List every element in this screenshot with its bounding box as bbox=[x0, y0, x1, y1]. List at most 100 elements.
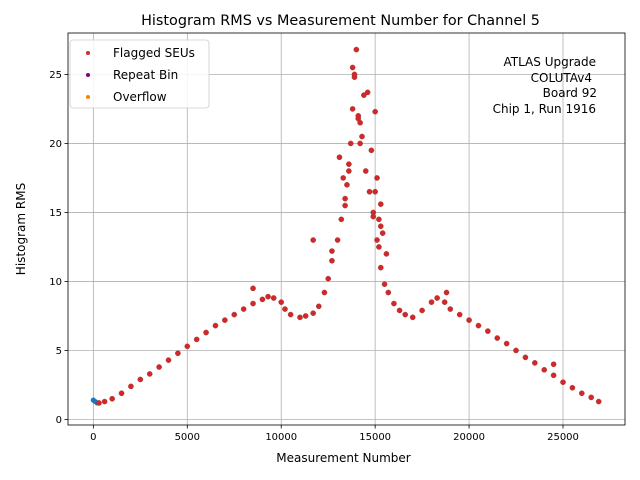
data-point-flagged-seus bbox=[346, 161, 352, 167]
data-point-flagged-seus bbox=[379, 230, 386, 236]
data-point-flagged-seus bbox=[485, 328, 491, 334]
data-point-flagged-seus bbox=[370, 213, 377, 220]
axes-frame bbox=[67, 32, 626, 426]
data-point-flagged-seus bbox=[475, 322, 482, 329]
data-point-flagged-seus bbox=[522, 354, 529, 361]
y-tick-label: 5 bbox=[56, 346, 62, 357]
data-point-flagged-seus bbox=[344, 182, 350, 188]
data-point-flagged-seus bbox=[109, 395, 115, 402]
x-tick-label: 20000 bbox=[453, 432, 485, 443]
data-point-flagged-seus bbox=[351, 74, 358, 80]
y-axis-label: Histogram RMS bbox=[14, 183, 28, 275]
data-point-flagged-seus bbox=[550, 372, 557, 379]
annotation-line: Board 92 bbox=[543, 86, 597, 100]
legend-marker-overflow bbox=[86, 95, 90, 99]
data-point-flagged-seus bbox=[362, 168, 369, 174]
legend: Flagged SEUs Repeat Bin Overflow bbox=[69, 39, 210, 109]
data-point-flagged-seus bbox=[385, 289, 392, 296]
grid-lines bbox=[68, 33, 625, 425]
data-point-flagged-seus bbox=[329, 257, 335, 264]
data-point-flagged-seus bbox=[588, 394, 594, 401]
data-point-flagged-seus bbox=[278, 299, 285, 305]
data-point-flagged-seus bbox=[336, 154, 343, 161]
data-point-flagged-seus bbox=[349, 106, 356, 112]
plot-area bbox=[67, 32, 626, 426]
data-point-flagged-seus bbox=[372, 108, 378, 115]
data-point-flagged-seus bbox=[96, 400, 102, 406]
data-point-flagged-seus bbox=[377, 264, 384, 271]
data-point-flagged-seus bbox=[443, 289, 450, 296]
data-point-flagged-seus bbox=[334, 237, 341, 243]
data-point-flagged-seus bbox=[396, 307, 403, 314]
data-point-flagged-seus bbox=[447, 306, 454, 312]
data-point-flagged-seus bbox=[595, 398, 602, 405]
data-point-flagged-seus bbox=[456, 311, 463, 318]
data-point-flagged-seus bbox=[231, 311, 238, 318]
data-point-flagged-seus bbox=[146, 371, 153, 377]
data-point-flagged-seus bbox=[364, 89, 371, 96]
data-point-flagged-seus bbox=[353, 46, 360, 53]
annotation-block: ATLAS Upgrade COLUTAv4 Board 92 Chip 1, … bbox=[493, 55, 597, 116]
data-point-flagged-seus bbox=[250, 285, 256, 292]
data-point-flagged-seus bbox=[441, 299, 448, 305]
data-point-flagged-seus bbox=[315, 303, 322, 310]
data-point-flagged-seus bbox=[349, 64, 356, 71]
legend-label-repeat-bin: Repeat Bin bbox=[113, 68, 178, 82]
data-point-flagged-seus bbox=[355, 115, 362, 122]
data-point-flagged-seus bbox=[532, 360, 538, 366]
data-point-flagged-seus bbox=[361, 92, 367, 98]
data-point-flagged-seus bbox=[321, 289, 328, 296]
data-point-flagged-seus bbox=[203, 329, 209, 336]
data-point-flagged-seus bbox=[409, 314, 416, 321]
legend-marker-repeat-bin bbox=[86, 73, 90, 77]
data-point-flagged-seus bbox=[259, 296, 266, 303]
data-point-flagged-seus bbox=[297, 314, 303, 321]
data-point-flagged-seus bbox=[240, 306, 247, 312]
data-point-flagged-seus bbox=[503, 340, 510, 347]
data-point-flagged-seus bbox=[128, 383, 134, 390]
x-tick-label: 10000 bbox=[265, 432, 297, 443]
y-tick-label: 15 bbox=[49, 208, 62, 219]
data-point-flagged-seus bbox=[222, 317, 228, 323]
data-point-flagged-seus bbox=[270, 295, 277, 301]
data-point-flagged-seus bbox=[357, 140, 363, 147]
annotation-line: ATLAS Upgrade bbox=[503, 55, 596, 69]
x-tick-label: 15000 bbox=[359, 432, 391, 443]
data-point-flagged-seus bbox=[346, 168, 352, 174]
annotation-line: COLUTAv4 bbox=[531, 71, 592, 85]
data-point-flagged-seus bbox=[310, 310, 316, 317]
data-point-flagged-seus bbox=[287, 311, 294, 318]
data-point-flagged-seus bbox=[282, 306, 288, 312]
y-tick-label: 0 bbox=[56, 415, 62, 426]
data-points bbox=[90, 46, 602, 406]
data-point-flagged-seus bbox=[434, 295, 440, 301]
data-point-flagged-seus bbox=[366, 188, 373, 195]
x-axis-ticks: 0 5000 10000 15000 20000 25000 bbox=[90, 425, 579, 443]
data-point-flagged-seus bbox=[325, 275, 331, 282]
x-tick-label: 25000 bbox=[547, 432, 579, 443]
data-point-flagged-seus bbox=[342, 202, 348, 209]
data-point-flagged-seus bbox=[156, 364, 162, 370]
data-point-flagged-seus bbox=[374, 237, 380, 243]
data-point-flagged-seus bbox=[165, 357, 172, 363]
data-point-flagged-seus bbox=[184, 343, 191, 350]
data-point-flagged-seus bbox=[550, 361, 557, 368]
y-tick-label: 10 bbox=[49, 277, 62, 288]
data-point-flagged-seus bbox=[342, 195, 348, 202]
data-point-flagged-seus bbox=[329, 248, 335, 254]
legend-box bbox=[69, 39, 210, 109]
data-point-flagged-seus bbox=[101, 398, 108, 405]
data-point-flagged-seus bbox=[347, 140, 354, 147]
data-point-flagged-seus bbox=[560, 379, 566, 386]
data-point-flagged-seus bbox=[513, 347, 519, 354]
data-point-flagged-seus bbox=[137, 376, 144, 383]
data-point-flagged-seus bbox=[494, 335, 501, 341]
y-axis-ticks: 0 5 10 15 20 25 bbox=[49, 70, 68, 426]
legend-label-overflow: Overflow bbox=[113, 90, 167, 104]
data-point-flagged-seus bbox=[376, 244, 382, 250]
x-tick-label: 5000 bbox=[175, 432, 200, 443]
x-tick-label: 0 bbox=[90, 432, 96, 443]
data-point-flagged-seus bbox=[541, 366, 548, 373]
data-point-flagged-seus bbox=[175, 350, 181, 357]
data-point-flagged-seus bbox=[193, 336, 200, 343]
